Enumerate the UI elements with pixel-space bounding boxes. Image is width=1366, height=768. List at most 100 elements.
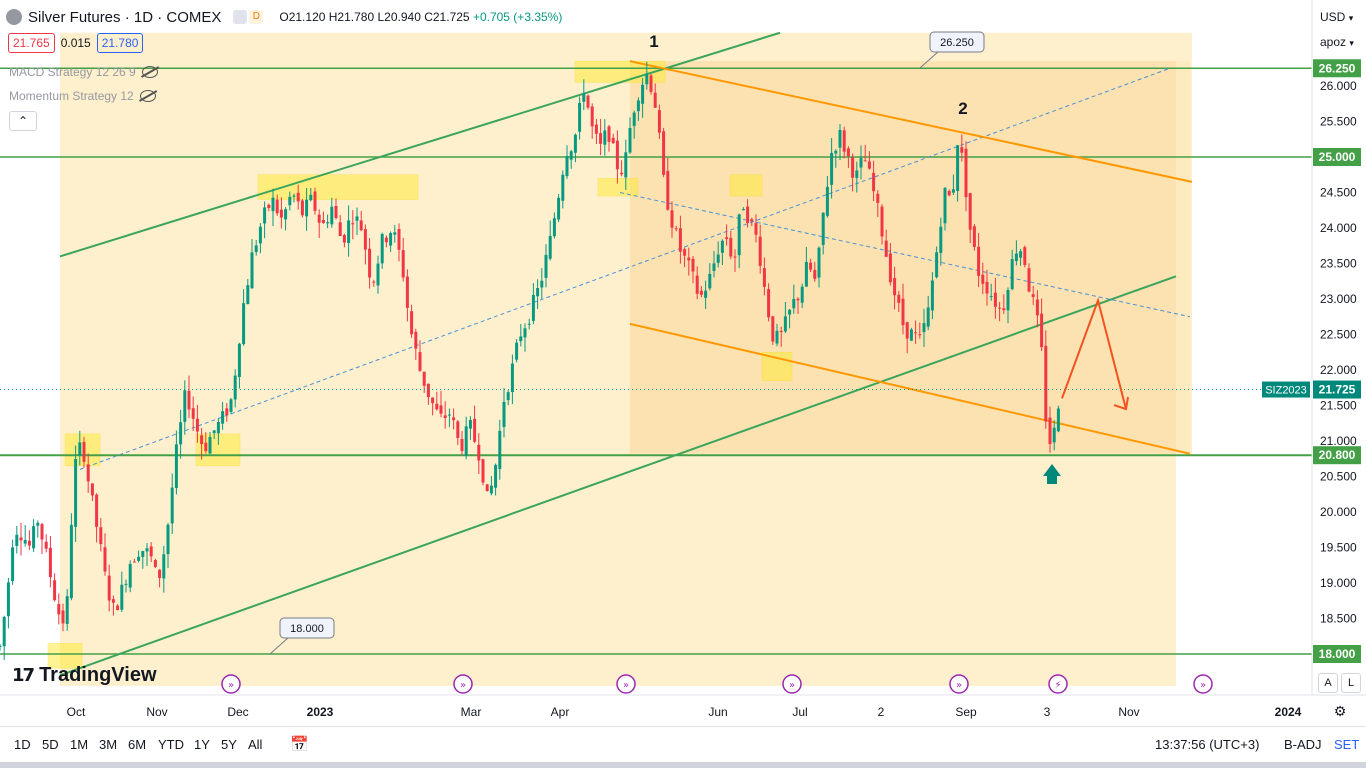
candle-body [649, 75, 653, 92]
tf-5d[interactable]: 5D [42, 737, 59, 752]
candle-body [389, 233, 393, 246]
candle-body [468, 419, 472, 429]
candle-body [145, 548, 149, 552]
candle-body [867, 161, 871, 169]
candle-body [1052, 427, 1056, 443]
candle-body [939, 226, 943, 253]
candle-body [897, 294, 901, 303]
descending-channel-lower [629, 322, 1191, 455]
candle-body [1027, 268, 1031, 292]
tf-5y[interactable]: 5Y [221, 737, 237, 752]
candle-body [615, 140, 619, 170]
hidden-eye-icon[interactable] [141, 66, 158, 78]
candle-body [905, 322, 909, 339]
indicator-macd[interactable]: MACD Strategy 12 26 9 [9, 65, 158, 79]
candle-body [855, 170, 859, 178]
candle-body [888, 253, 892, 283]
candle-body [515, 342, 519, 360]
tf-ytd[interactable]: YTD [158, 737, 184, 752]
y-tick-24.5: 24.500 [1320, 186, 1357, 200]
data-badge: D [233, 10, 264, 24]
adjust-toggle[interactable]: B-ADJ [1284, 737, 1322, 752]
session-toggle[interactable]: SET [1334, 737, 1360, 752]
candle-body [695, 275, 699, 294]
candle-body [174, 444, 178, 488]
buy-price-button[interactable]: 21.780 [96, 33, 144, 53]
scale-select[interactable]: apoz ▾ [1314, 31, 1360, 53]
candle-body [573, 134, 577, 153]
x-tick-2024: 2024 [1275, 705, 1302, 719]
candle-body [653, 92, 657, 108]
currency-select[interactable]: USD ▾ [1314, 6, 1360, 28]
tf-1y[interactable]: 1Y [194, 737, 210, 752]
collapse-legend-button[interactable]: ⌃ [9, 111, 37, 131]
candle-body [872, 172, 876, 192]
indicator-momentum[interactable]: Momentum Strategy 12 [9, 89, 156, 103]
candle-body [292, 195, 296, 197]
tf-6m[interactable]: 6M [128, 737, 147, 752]
tf-3m[interactable]: 3M [99, 737, 118, 752]
candle-body [762, 268, 766, 287]
hidden-eye-icon[interactable] [139, 90, 156, 102]
symbol-title[interactable]: Silver Futures · 1D · COMEX [28, 8, 222, 26]
settings-gear-icon: ⚙ [1334, 704, 1347, 720]
candle-body [531, 294, 535, 321]
candle-body [191, 408, 195, 419]
candle-body [968, 193, 972, 230]
candle-body [153, 559, 157, 568]
candle-body [998, 307, 1002, 309]
y-tick-24: 24.000 [1320, 221, 1357, 235]
candle-body [65, 596, 69, 624]
candle-body [519, 336, 523, 342]
candle-body [977, 246, 981, 276]
tf-1d[interactable]: 1D [14, 737, 31, 752]
y-tick-20.5: 20.500 [1320, 470, 1357, 484]
y-tick-19: 19.000 [1320, 576, 1357, 590]
candle-body [536, 287, 540, 297]
candle-body [725, 237, 729, 239]
x-tick-3: 3 [1044, 705, 1051, 719]
candle-body [502, 401, 506, 427]
channel-fill-extension [1176, 32, 1192, 454]
chevron-down-icon: ▾ [1348, 13, 1354, 23]
candle-body [956, 145, 960, 191]
candle-body [884, 240, 888, 257]
x-tick-Nov: Nov [1118, 705, 1139, 719]
date-range-calendar-icon[interactable]: 📅 [290, 736, 309, 753]
log-scale-button[interactable]: L [1341, 673, 1361, 693]
candle-body [846, 148, 850, 157]
candle-body [342, 235, 346, 243]
callout-26250-pointer [919, 50, 940, 69]
auto-scale-button[interactable]: A [1318, 673, 1338, 693]
clock[interactable]: 13:37:56 (UTC+3) [1155, 737, 1260, 752]
callout-18000-pointer [269, 636, 290, 655]
tf-all[interactable]: All [248, 737, 263, 752]
candle-body [1048, 417, 1052, 445]
candle-body [90, 483, 94, 496]
candle-body [863, 160, 867, 162]
badge-left [233, 10, 248, 24]
candle-body [393, 232, 397, 235]
level-tag-text-25.000: 25.000 [1319, 150, 1356, 164]
ohlc-values: O21.120 H21.780 L20.940 C21.725 +0.705 (… [279, 10, 562, 24]
candle-body [582, 93, 586, 102]
candle-body [494, 464, 498, 488]
candle-body [565, 156, 569, 177]
silver-logo-icon [6, 9, 22, 25]
candle-body [275, 199, 279, 214]
sell-price-button[interactable]: 21.765 [8, 33, 55, 53]
candle-body [242, 303, 246, 345]
candle-body [347, 220, 351, 244]
candle-body [216, 422, 220, 434]
price-chart[interactable]: 1 2 26.250 18.000 » » » » » ⚡ » Oct Nov Dec 2023 Mar Apr… [0, 0, 1366, 726]
tf-1m[interactable]: 1M [70, 737, 89, 752]
descending-channel-upper [629, 60, 1193, 183]
candle-body [128, 563, 132, 588]
candle-body [1023, 247, 1027, 265]
candle-body [771, 316, 775, 342]
candle-body [1056, 408, 1060, 432]
candle-body [741, 209, 745, 211]
level-tag-26.250 [1313, 59, 1361, 78]
candle-body [137, 556, 141, 561]
candle-body [645, 73, 649, 85]
